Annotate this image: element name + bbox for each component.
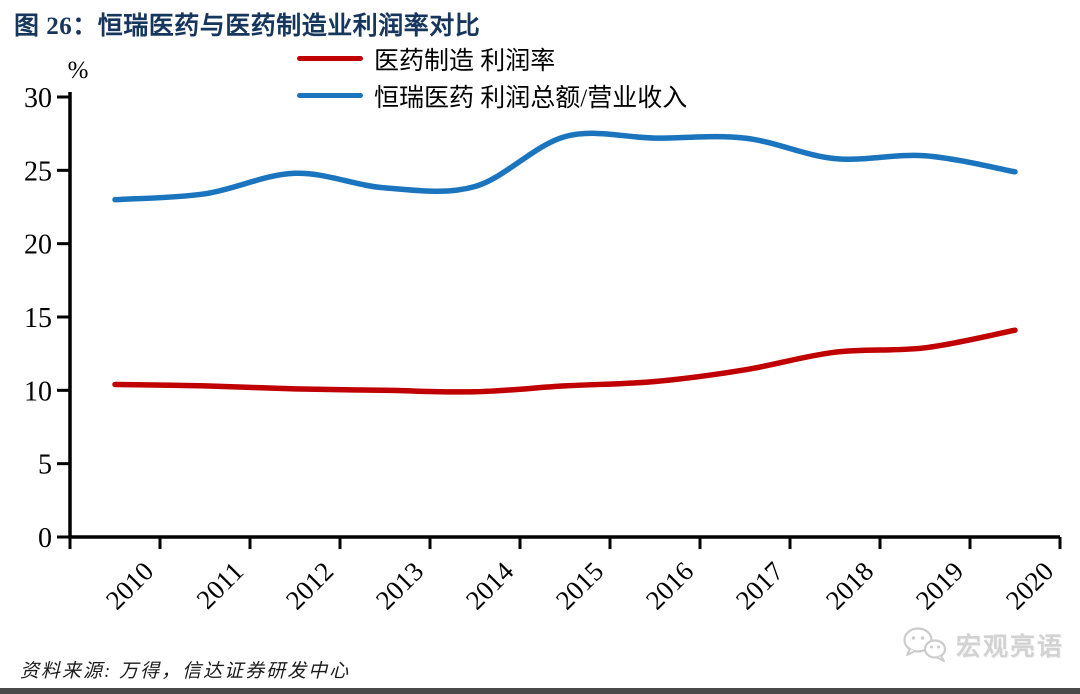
- x-tick-label-2018: 2018: [820, 556, 879, 615]
- legend-label-blue: 恒瑞医药 利润总额/营业收入: [374, 84, 688, 112]
- figure-title: 图 26：恒瑞医药与医药制造业利润率对比: [14, 13, 481, 40]
- x-tick-label-2016: 2016: [640, 556, 699, 615]
- y-tick-label-10: 10: [24, 376, 52, 407]
- wechat-icon: [903, 627, 947, 662]
- x-tick-label-2011: 2011: [191, 556, 250, 615]
- legend-item-blue: 恒瑞医药 利润总额/营业收入: [297, 77, 687, 114]
- y-tick-label-30: 30: [24, 83, 52, 114]
- legend-item-red: 医药制造 利润率: [297, 40, 687, 77]
- x-tick-label-2017: 2017: [730, 556, 789, 615]
- watermark-text: 宏观亮语: [955, 634, 1064, 661]
- axis-lines: [68, 92, 1060, 539]
- line-chart: 0 5 10 15 20 25 30% 2010 2011 2012 2013 2014 2015 201…: [24, 57, 1062, 616]
- x-tick-label-2015: 2015: [550, 556, 609, 615]
- watermark: 宏观亮语: [901, 626, 1064, 664]
- y-tick-label-20: 20: [24, 230, 52, 261]
- y-tick-label-5: 5: [38, 450, 52, 481]
- x-tick-label-2020: 2020: [1000, 556, 1059, 615]
- y-tick-label-25: 25: [24, 156, 52, 187]
- x-tick-label-2013: 2013: [370, 556, 429, 615]
- legend-swatch-red: [297, 56, 363, 61]
- x-tick-label-2010: 2010: [100, 556, 159, 615]
- series-line-1: [112, 130, 1018, 203]
- legend-label-red: 医药制造 利润率: [374, 47, 556, 75]
- chart-legend: 医药制造 利润率 恒瑞医药 利润总额/营业收入: [297, 40, 687, 114]
- y-axis-unit: %: [68, 57, 89, 84]
- x-tick-label-2014: 2014: [460, 556, 520, 616]
- legend-swatch-blue: [297, 93, 363, 98]
- bottom-divider-bar: [0, 688, 1080, 694]
- x-tick-label-2019: 2019: [910, 556, 969, 615]
- x-tick-label-2012: 2012: [280, 556, 339, 615]
- series-line-0: [112, 327, 1018, 395]
- y-tick-label-0: 0: [38, 523, 52, 554]
- y-tick-label-15: 15: [24, 303, 52, 334]
- source-note: 资料来源: 万得，信达证券研发中心: [20, 661, 351, 682]
